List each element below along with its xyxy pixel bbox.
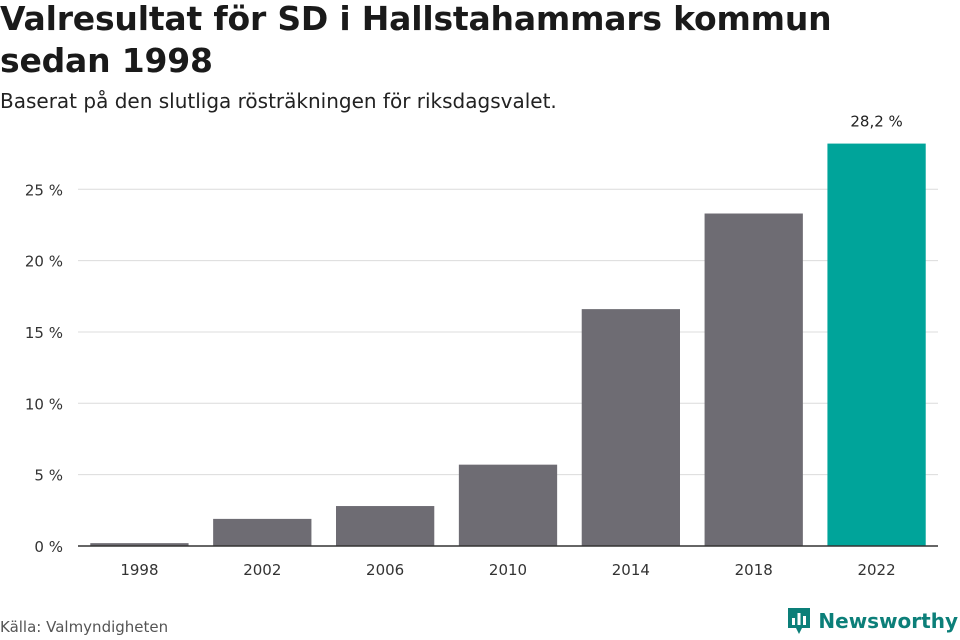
bar	[213, 518, 312, 546]
y-tick-label: 20 %	[25, 253, 63, 271]
y-tick-label: 25 %	[25, 181, 63, 199]
y-tick-label: 15 %	[25, 324, 63, 342]
x-tick-label: 1998	[120, 561, 158, 579]
chart-title: Valresultat för SD i Hallstahammars komm…	[0, 0, 832, 80]
bar-chart-logo-icon	[788, 608, 811, 634]
x-tick-label: 2014	[612, 561, 650, 579]
brand-name: Newsworthy	[818, 609, 958, 633]
bar	[90, 543, 189, 546]
y-tick-label: 0 %	[34, 538, 63, 556]
bar	[458, 464, 558, 546]
source-note: Källa: Valmyndigheten	[0, 618, 169, 636]
data-label: 28,2 %	[850, 113, 902, 131]
x-tick-label: 2010	[489, 561, 527, 579]
y-tick-label: 5 %	[34, 467, 63, 485]
bar	[581, 309, 680, 546]
bar	[336, 506, 435, 546]
bar-chart: 0 % 5 % 10 % 15 % 20 % 25 % 1998 2002 2006 2010 20…	[25, 113, 938, 579]
x-tick-label: 2002	[243, 561, 281, 579]
x-tick-label: 2018	[735, 561, 773, 579]
x-tick-label: 2006	[366, 561, 404, 579]
chart-subtitle: Baserat på den slutliga rösträkningen fö…	[0, 89, 557, 113]
y-tick-label: 10 %	[25, 395, 63, 413]
bar	[704, 213, 803, 546]
brand-logo: Newsworthy	[786, 606, 958, 636]
bar	[827, 143, 926, 546]
x-tick-label: 2022	[857, 561, 895, 579]
